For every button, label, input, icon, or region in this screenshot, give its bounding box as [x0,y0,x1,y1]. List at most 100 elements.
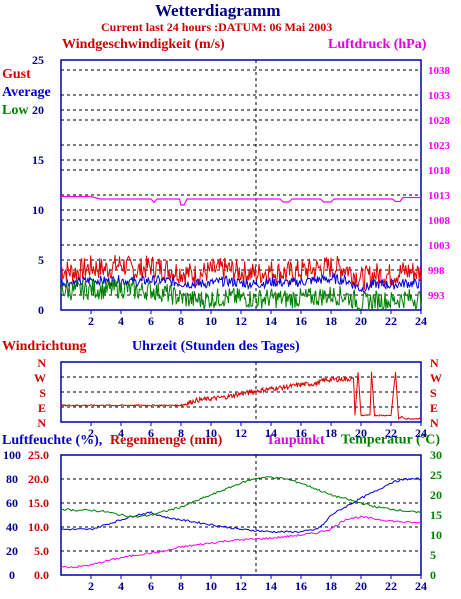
direction-tick-left: E [38,401,46,415]
direction-tick-left: N [37,356,46,370]
time-axis-title: Uhrzeit (Stunden des Tages) [132,339,300,354]
direction-tick-left: S [39,386,46,400]
x-tick-label-0: 8 [178,314,184,328]
temperature-tick: 5 [430,548,436,562]
wind-gust-line [60,255,422,290]
direction-tick-right: W [430,371,442,385]
x-tick-label-0: 14 [265,314,277,328]
x-tick-label-2: 2 [88,579,94,593]
x-tick-label-0: 16 [295,314,307,328]
wind-speed-tick: 15 [32,153,44,167]
wind-speed-tick: 10 [32,203,44,217]
x-tick-label-1: 10 [205,426,217,440]
rain-tick: 20.0 [28,472,49,486]
rain-tick: 5.0 [34,544,49,558]
x-tick-label-2: 14 [265,579,277,593]
x-tick-label-0: 6 [148,314,154,328]
temperature-tick: 20 [430,488,442,502]
x-tick-label-1: 6 [148,426,154,440]
legend-average: Average [2,85,51,100]
x-tick-label-2: 8 [178,579,184,593]
plot-frame-2 [60,454,422,576]
series-right-008000 [60,476,422,519]
x-tick-label-1: 14 [265,426,277,440]
x-tick-label-1: 8 [178,426,184,440]
x-tick-label-2: 10 [205,579,217,593]
humidity-tick: 60 [6,496,18,510]
x-tick-label-2: 22 [385,579,397,593]
x-tick-label-2: 24 [415,579,427,593]
direction-tick-left: W [34,371,46,385]
wind-low-line [60,279,422,312]
x-tick-label-1: 18 [325,426,337,440]
x-tick-label-1: 12 [235,426,247,440]
x-tick-label-2: 20 [355,579,367,593]
pressure-tick: 1023 [428,140,451,152]
temperature-tick: 0 [430,568,436,582]
pressure-tick: 993 [428,290,445,302]
x-tick-label-0: 10 [205,314,217,328]
humidity-tick: 100 [3,448,21,462]
temperature-tick: 10 [430,528,442,542]
pressure-title: Luftdruck (hPa) [328,37,427,52]
x-tick-label-1: 24 [415,426,427,440]
temperature-tick: 25 [430,468,442,482]
humidity-tick: 20 [6,544,18,558]
pressure-tick: 1018 [428,165,451,177]
direction-tick-left: N [37,416,46,430]
legend-low: Low [2,103,29,118]
x-tick-label-2: 12 [235,579,247,593]
rain-tick: 0.0 [34,568,49,582]
x-tick-label-1: 20 [355,426,367,440]
x-tick-label-1: 16 [295,426,307,440]
x-tick-label-2: 16 [295,579,307,593]
wind-speed-tick: 5 [38,253,44,267]
wind-speed-title: Windgeschwindigkeit (m/s) [62,37,225,52]
pressure-tick: 1013 [428,190,451,202]
series-right-ff00ff [60,515,422,569]
humidity-tick: 80 [6,472,18,486]
x-tick-label-0: 22 [385,314,397,328]
x-tick-label-2: 6 [148,579,154,593]
rain-tick: 15.0 [28,496,49,510]
pressure-tick: 1003 [428,240,451,252]
date-subtitle: Current last 24 hours :DATUM: 06 Mai 200… [101,20,333,34]
temperature-tick: 30 [430,448,442,462]
series-left-0000e0 [60,477,422,534]
wind-direction-title: Windrichtung [2,339,87,354]
rain-tick: 25.0 [28,448,49,462]
pressure-tick: 1038 [428,65,451,77]
x-tick-label-1: 4 [118,426,124,440]
x-tick-label-0: 2 [88,314,94,328]
pressure-tick: 1028 [428,115,451,127]
temperature-tick: 15 [430,508,442,522]
direction-tick-right: N [430,356,439,370]
page-title: Wetterdiagramm [155,1,281,20]
x-tick-label-2: 18 [325,579,337,593]
humidity-tick: 0 [9,568,15,582]
temperature-title: Temperatur (oC) [341,430,440,448]
direction-tick-right: S [430,386,437,400]
rain-tick: 10.0 [28,520,49,534]
x-tick-label-0: 12 [235,314,247,328]
wind-speed-tick: 25 [32,53,44,67]
humidity-title: Luftfeuchte (%), [2,433,103,448]
x-tick-label-1: 22 [385,426,397,440]
x-tick-label-1: 2 [88,426,94,440]
x-tick-label-2: 4 [118,579,124,593]
wind-direction-line [60,371,422,421]
direction-tick-right: N [430,416,439,430]
direction-tick-right: E [430,401,438,415]
rain-title: Regenmenge (mm) [110,433,223,448]
dewpoint-title: Taupunkt [266,433,325,448]
wind-speed-tick: 20 [32,103,44,117]
legend-gust: Gust [2,67,31,82]
x-tick-label-0: 20 [355,314,367,328]
pressure-tick: 998 [428,265,445,277]
pressure-tick: 1008 [428,215,451,227]
x-tick-label-0: 18 [325,314,337,328]
pressure-line [61,195,421,206]
wind-speed-tick: 0 [38,303,44,317]
